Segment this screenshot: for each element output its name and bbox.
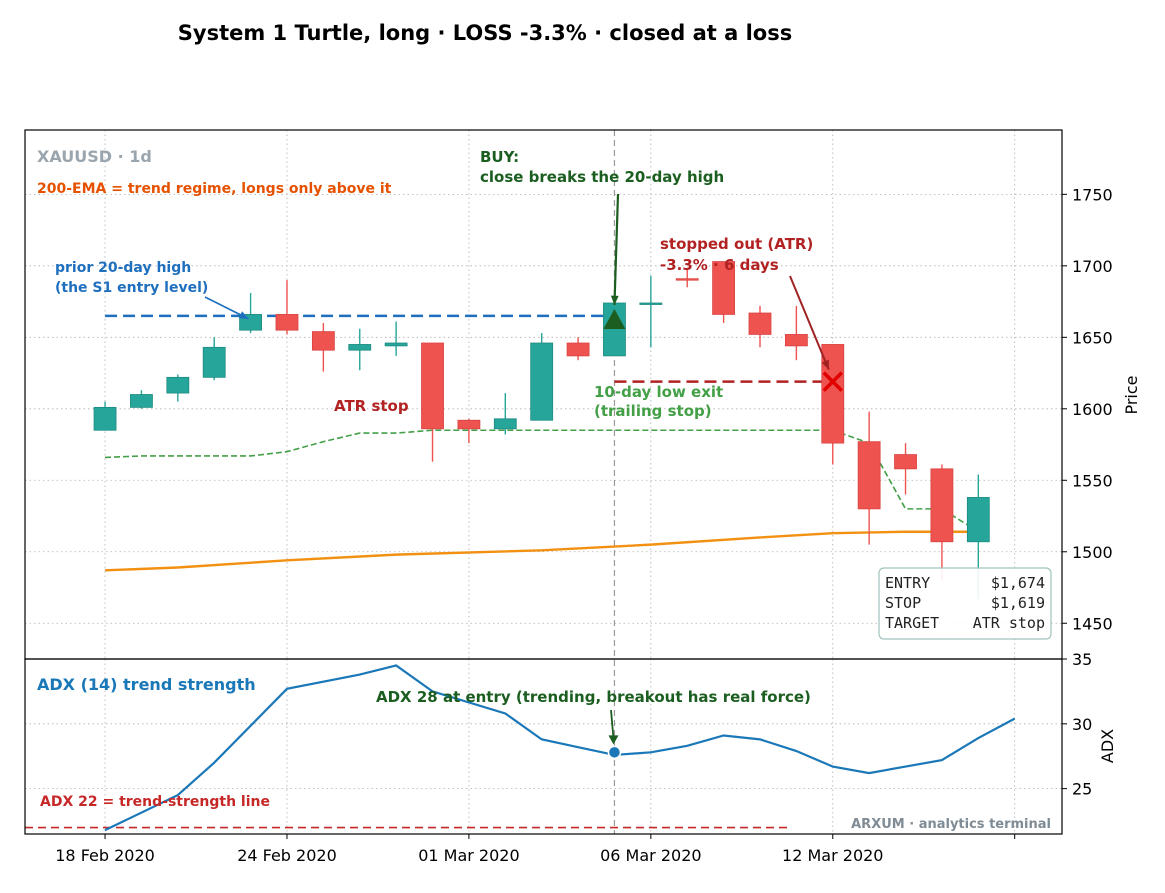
symbol-label: XAUUSD · 1d — [37, 147, 152, 166]
xtick-label: 06 Mar 2020 — [600, 846, 701, 865]
xtick-label: 18 Feb 2020 — [55, 846, 155, 865]
prior-high-line1: prior 20-day high — [55, 260, 191, 276]
price-ytick-label: 1500 — [1072, 543, 1113, 562]
xtick-label: 24 Feb 2020 — [237, 846, 337, 865]
trade-box-target-value: ATR stop — [973, 614, 1045, 632]
prior-high-arrow-head — [238, 311, 249, 319]
ema200-line — [105, 530, 979, 572]
adx-ytick-label: 25 — [1072, 780, 1092, 799]
xtick-label: 12 Mar 2020 — [782, 846, 883, 865]
low-exit-line1: 10-day low exit — [594, 383, 723, 401]
candle-body — [421, 342, 444, 430]
stopped-arrow — [789, 275, 830, 371]
buy-title: BUY: — [480, 148, 519, 166]
candle-body — [857, 441, 881, 510]
candle-body — [457, 419, 481, 430]
candle-body — [202, 346, 226, 378]
adx-threshold-label: ADX 22 = trend-strength line — [40, 794, 270, 810]
trailing-stop-line — [105, 429, 979, 533]
price-ytick-label: 1650 — [1072, 328, 1113, 347]
adx-panel-frame — [24, 658, 1063, 835]
candle-body — [530, 342, 554, 421]
candle-body — [166, 376, 190, 394]
candle-body — [966, 497, 990, 543]
adx-entry-point — [607, 745, 622, 760]
price-ytick-label: 1600 — [1072, 400, 1113, 419]
trade-box-frame — [878, 567, 1052, 640]
trade-box: ENTRY $1,674 STOP $1,619 TARGET ATR stop — [878, 567, 1052, 640]
candle-body — [894, 454, 917, 470]
candle-body — [784, 334, 808, 347]
price-ytick-label: 1700 — [1072, 257, 1113, 276]
regime-note: 200-EMA = trend regime, longs only above… — [37, 181, 392, 197]
entry-marker — [603, 308, 626, 329]
adx-entry-arrow — [610, 709, 615, 739]
prior-high-line2: (the S1 entry level) — [55, 280, 208, 296]
adx-line — [104, 664, 1016, 832]
stopped-out-line2: -3.3% · 6 days — [660, 256, 779, 274]
trade-box-entry-label: ENTRY — [885, 574, 930, 592]
price-panel — [93, 130, 990, 834]
price-ytick-label: 1450 — [1072, 614, 1113, 633]
adx-title: ADX (14) trend strength — [37, 675, 256, 694]
price-ytick-label: 1750 — [1072, 185, 1113, 204]
price-ytick-label: 1550 — [1072, 471, 1113, 490]
price-axis-label: Price — [1122, 375, 1141, 414]
adx-ytick-label: 35 — [1072, 650, 1092, 669]
trade-box-target-label: TARGET — [885, 614, 939, 632]
exit-marker — [822, 371, 844, 392]
candle-body — [384, 342, 408, 347]
candle-body — [675, 278, 699, 281]
candle-body — [639, 302, 663, 305]
candle-body — [930, 468, 954, 543]
chart-title: System 1 Turtle, long · LOSS -3.3% · clo… — [178, 21, 792, 45]
candle-body — [275, 314, 299, 331]
atr-stop-label: ATR stop — [334, 397, 409, 415]
candle-body — [566, 342, 590, 357]
candle-body — [748, 312, 772, 335]
trade-box-stop-label: STOP — [885, 594, 921, 612]
xtick-label: 01 Mar 2020 — [418, 846, 519, 865]
buy-arrow — [613, 193, 620, 306]
watermark: ARXUM · analytics terminal — [851, 817, 1051, 832]
candle-body — [712, 261, 736, 315]
adx-axis-label: ADX — [1098, 729, 1117, 763]
trade-box-stop-value: $1,619 — [991, 594, 1045, 612]
candle-body — [130, 394, 153, 408]
candle-body — [821, 344, 845, 444]
candle-body — [93, 406, 117, 431]
axes: 1450 1500 1550 1600 1650 1700 1750 25 30 35 18 Feb… — [55, 185, 1112, 865]
low-exit-line2: (trailing stop) — [594, 402, 712, 420]
buy-arrow-head — [610, 295, 619, 305]
buy-text: close breaks the 20-day high — [480, 168, 724, 186]
adx-entry-arrow-head — [608, 735, 619, 745]
stopped-arrow-head — [821, 359, 829, 370]
adx-entry-label: ADX 28 at entry (trending, breakout has … — [376, 688, 811, 706]
candle-body — [348, 344, 372, 351]
adx-panel — [25, 664, 1016, 832]
candle-body — [493, 418, 517, 430]
trade-box-entry-value: $1,674 — [991, 574, 1045, 592]
stopped-out-line1: stopped out (ATR) — [660, 235, 813, 253]
adx-ytick-label: 30 — [1072, 715, 1092, 734]
candle-body — [311, 331, 335, 351]
